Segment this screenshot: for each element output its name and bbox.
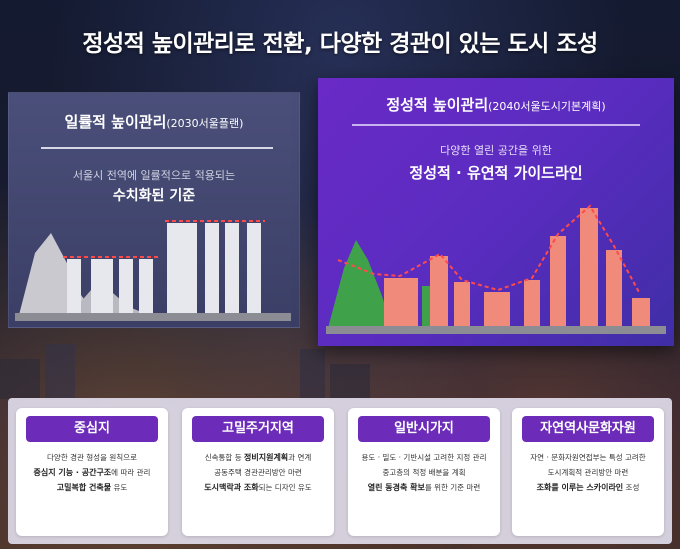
uniform-height-title: 일률적 높이관리(2030서울플랜): [9, 111, 299, 132]
area-guidelines-section: 중심지 다양한 경관 형성을 원칙으로 중심지 기능 · 공간구조에 따라 관리…: [8, 398, 672, 544]
card-line: 용도 · 밀도 · 기반시설 고려한 지정 관리: [361, 453, 487, 462]
uniform-height-highlight: 수치화된 기준: [112, 188, 196, 204]
card-text: 유도: [111, 483, 128, 492]
card-general-urban: 일반시가지 용도 · 밀도 · 기반시설 고려한 지정 관리 중고층의 적정 배…: [348, 408, 500, 536]
card-highlight: 도시맥락과 조화: [204, 483, 259, 492]
divider: [41, 147, 273, 149]
card-highlight: 정비지원계획: [244, 453, 289, 462]
qualitative-height-illustration: [326, 204, 666, 334]
card-line: 고밀복합 건축물 유도: [22, 480, 162, 495]
pink-building: [454, 282, 470, 328]
ground: [15, 313, 291, 321]
uniform-height-title-sub: (2030서울플랜): [166, 117, 244, 130]
card-title: 중심지: [26, 416, 158, 442]
card-title: 자연역사문화자원: [522, 416, 654, 442]
qualitative-height-panel: 정성적 높이관리(2040서울도시기본계획) 다양한 열린 공간을 위한 정성적…: [318, 78, 674, 346]
card-highlight: 열린 동경축 확보: [367, 483, 425, 492]
card-center: 중심지 다양한 경관 형성을 원칙으로 중심지 기능 · 공간구조에 따라 관리…: [16, 408, 168, 536]
card-line: 도시맥락과 조화되는 디자인 유도: [188, 480, 328, 495]
card-text: 에 따라 관리: [111, 468, 151, 477]
building: [205, 223, 219, 315]
pink-building: [430, 256, 448, 328]
divider: [352, 124, 640, 126]
ground: [326, 326, 666, 334]
card-line: 공동주택 경관관리방안 마련: [214, 468, 302, 477]
card-body: 자연 · 문화자원연접부는 특성 고려한 도시계획적 관리방안 마련 조화를 이…: [512, 442, 664, 495]
building: [67, 259, 81, 315]
card-line: 다양한 경관 형성을 원칙으로: [47, 453, 137, 462]
card-highlight: 고밀복합 건축물: [56, 483, 112, 492]
card-text: 되는 디자인 유도: [258, 483, 312, 492]
pink-building: [524, 280, 540, 328]
green-mountain: [328, 240, 392, 328]
card-title: 일반시가지: [358, 416, 490, 442]
building: [139, 259, 153, 315]
card-title: 고밀주거지역: [192, 416, 324, 442]
pink-building: [606, 250, 622, 328]
pink-building: [384, 278, 418, 328]
pink-building: [580, 208, 598, 328]
uniform-height-illustration: [15, 220, 291, 321]
card-line: 신속통합 등 정비지원계획과 연계: [188, 450, 328, 465]
skyline-guide-line: [337, 204, 641, 295]
card-natural-historic-cultural: 자연역사문화자원 자연 · 문화자원연접부는 특성 고려한 도시계획적 관리방안…: [512, 408, 664, 536]
card-body: 다양한 경관 형성을 원칙으로 중심지 기능 · 공간구조에 따라 관리 고밀복…: [16, 442, 168, 495]
building: [91, 259, 113, 315]
card-line: 자연 · 문화자원연접부는 특성 고려한: [530, 453, 646, 462]
building: [119, 259, 133, 315]
uniform-height-title-main: 일률적 높이관리: [64, 113, 167, 131]
pink-building: [550, 236, 566, 328]
card-text: 과 연계: [288, 453, 312, 462]
pink-building: [632, 298, 650, 328]
uniform-height-panel: 일률적 높이관리(2030서울플랜) 서울시 전역에 일률적으로 적용되는 수치…: [8, 92, 300, 328]
card-line: 도시계획적 관리방안 마련: [547, 468, 629, 477]
card-line: 중고층의 적정 배분을 계획: [382, 468, 466, 477]
background-buildings: [0, 344, 370, 399]
qualitative-height-desc: 다양한 열린 공간을 위한: [440, 144, 552, 157]
card-text: 신속통합 등: [204, 453, 244, 462]
building: [247, 223, 261, 315]
building: [167, 223, 197, 315]
card-highlight: 중심지 기능 · 공간구조: [33, 468, 112, 477]
qualitative-height-title-sub: (2040서울도시기본계획): [488, 100, 606, 113]
card-line: 열린 동경축 확보를 위한 기준 마련: [354, 480, 494, 495]
card-highlight: 조화를 이루는 스카이라인: [536, 483, 624, 492]
card-text: 를 위한 기준 마련: [424, 483, 481, 492]
building: [225, 223, 239, 315]
qualitative-height-highlight: 정성적 · 유연적 가이드라인: [409, 164, 583, 182]
pink-building: [484, 292, 510, 328]
main-title: 정성적 높이관리로 전환, 다양한 경관이 있는 도시 조성: [82, 31, 598, 57]
card-high-density-residential: 고밀주거지역 신속통합 등 정비지원계획과 연계 공동주택 경관관리방안 마련 …: [182, 408, 334, 536]
qualitative-height-title: 정성적 높이관리(2040서울도시기본계획): [318, 94, 674, 115]
card-text: 조성: [623, 483, 640, 492]
qualitative-height-title-main: 정성적 높이관리: [386, 96, 489, 114]
card-line: 중심지 기능 · 공간구조에 따라 관리: [22, 465, 162, 480]
card-body: 용도 · 밀도 · 기반시설 고려한 지정 관리 중고층의 적정 배분을 계획 …: [348, 442, 500, 495]
uniform-height-desc: 서울시 전역에 일률적으로 적용되는: [72, 169, 236, 182]
card-line: 조화를 이루는 스카이라인 조성: [518, 480, 658, 495]
card-body: 신속통합 등 정비지원계획과 연계 공동주택 경관관리방안 마련 도시맥락과 조…: [182, 442, 334, 495]
